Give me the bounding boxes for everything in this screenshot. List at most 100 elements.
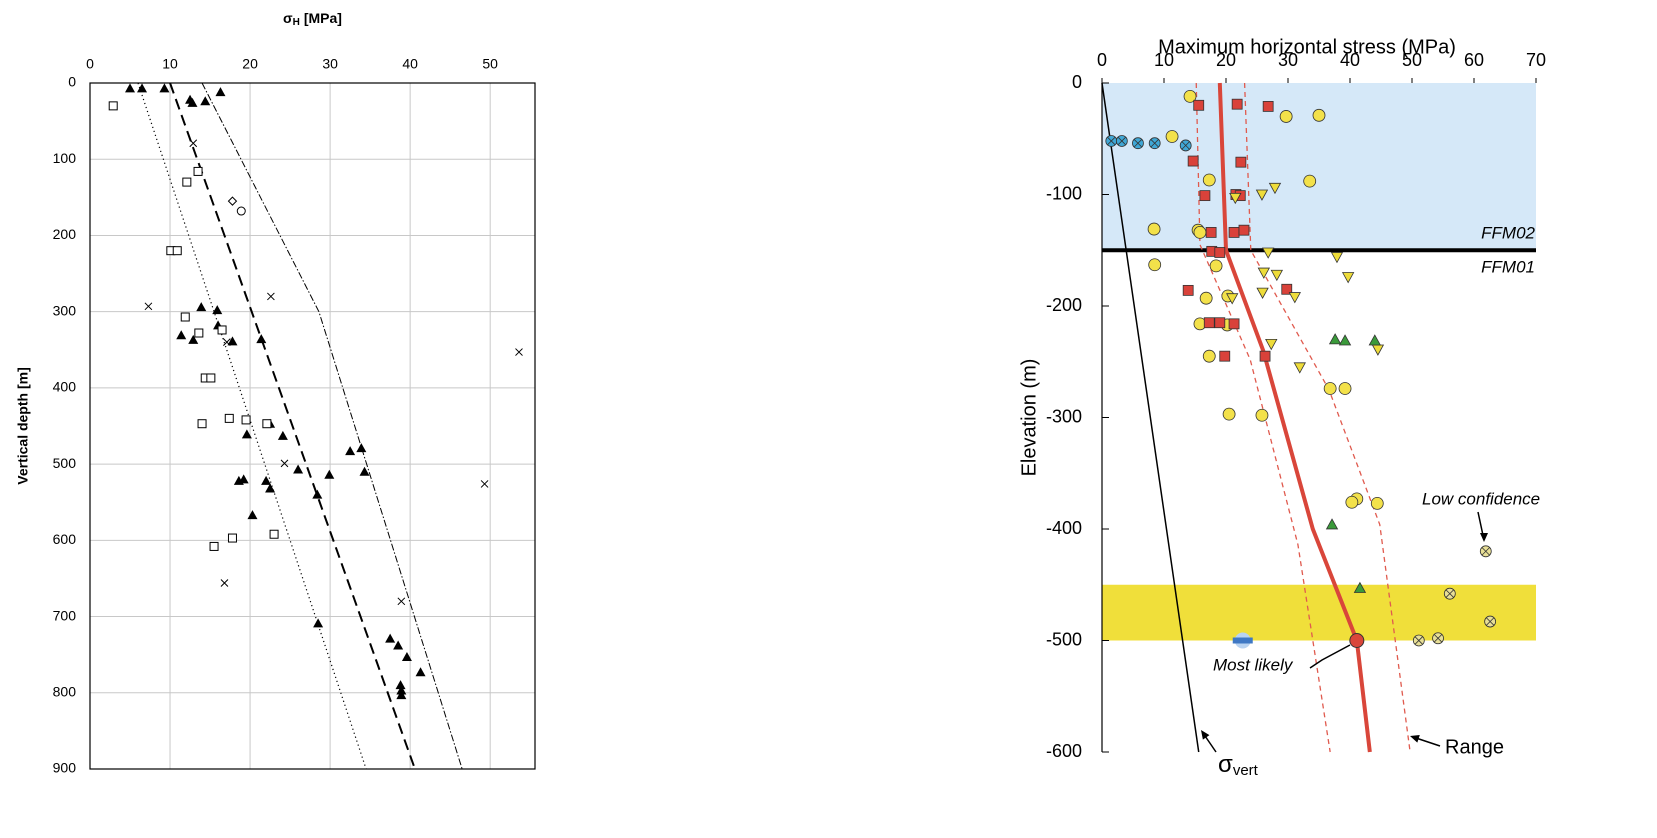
- triangle-marker: [212, 305, 223, 315]
- square-marker: [1231, 98, 1243, 110]
- x-marker: [397, 597, 406, 606]
- circle-x-marker: [1479, 545, 1492, 558]
- triangle-marker: [356, 443, 367, 453]
- x-tick-label: 40: [402, 56, 418, 72]
- triangle-marker: [265, 483, 276, 493]
- square-marker: [1182, 284, 1194, 296]
- x-marker: [515, 348, 523, 356]
- circle-marker: [1370, 496, 1384, 510]
- x-tick-label: 30: [1278, 50, 1298, 70]
- arrow-head: [1480, 533, 1488, 542]
- line: [1217, 82, 1372, 753]
- square-marker: [1214, 247, 1226, 258]
- triangle-marker: [1353, 581, 1367, 593]
- triangle-marker: [187, 97, 198, 107]
- triangle-down-marker: [1226, 293, 1239, 305]
- triangle-marker: [188, 334, 199, 344]
- triangle-down-marker: [1255, 189, 1269, 201]
- annotation: FFM01: [1481, 257, 1535, 276]
- triangle-down-marker: [1270, 269, 1284, 282]
- triangle-down-marker: [1330, 252, 1344, 264]
- y-tick-label: -200: [1046, 295, 1082, 315]
- x-marker: [480, 480, 489, 488]
- x-tick-label: 70: [1526, 50, 1546, 70]
- circle-marker: [1193, 226, 1207, 239]
- line: [137, 82, 367, 770]
- triangle-marker: [359, 466, 370, 476]
- triangle-marker: [200, 96, 211, 106]
- triangle-down-marker: [1341, 272, 1355, 284]
- circle-marker: [1222, 407, 1236, 421]
- square-marker: [1203, 317, 1215, 329]
- x-tick-label: 10: [1154, 50, 1174, 70]
- circle-x-cross: [1117, 136, 1126, 146]
- triangle-marker: [196, 302, 207, 312]
- triangle-marker: [395, 680, 406, 690]
- plot-frame: [89, 82, 536, 770]
- x-tick-label: 0: [1097, 50, 1107, 70]
- square-marker: [1187, 155, 1199, 167]
- triangle-marker: [261, 475, 272, 485]
- annotation: σvert: [1218, 751, 1259, 779]
- triangle-down-marker: [1293, 362, 1306, 374]
- annotation-subscript: vert: [1233, 762, 1259, 779]
- y-tick-label: 300: [53, 302, 77, 318]
- square-marker: [1199, 190, 1211, 202]
- circle-marker: [1338, 382, 1352, 395]
- y-tick-label: -100: [1046, 183, 1082, 203]
- square-marker: [1238, 224, 1250, 236]
- x-tick-label: 20: [1216, 50, 1236, 70]
- annotation: FFM02: [1481, 223, 1535, 242]
- triangle-down-marker: [1257, 267, 1270, 279]
- line: [1101, 82, 1200, 753]
- circle-x-cross: [1414, 636, 1423, 645]
- square-marker: [224, 413, 234, 423]
- y-tick-label: 900: [53, 760, 77, 776]
- circle-x-cross: [1107, 136, 1116, 146]
- triangle-down-marker: [1288, 292, 1301, 304]
- triangle-marker: [313, 618, 324, 628]
- triangle-marker: [1368, 334, 1381, 346]
- circle-x-cross: [1481, 547, 1490, 556]
- band: [1102, 83, 1536, 251]
- triangle-down-marker: [1229, 192, 1242, 205]
- circle-x-marker: [1484, 615, 1497, 628]
- triangle-marker: [238, 474, 249, 484]
- x-marker: [267, 292, 275, 301]
- square-marker: [180, 312, 190, 322]
- x-label-unit: [MPa]: [304, 10, 342, 26]
- circle-marker: [1345, 495, 1359, 509]
- triangle-marker: [385, 633, 396, 643]
- circle-x-marker: [1115, 135, 1128, 147]
- square-marker: [172, 246, 182, 256]
- x-label-symbol: σ: [283, 10, 293, 26]
- triangle-marker: [137, 83, 148, 93]
- circle-x-marker: [1132, 137, 1144, 150]
- y-axis-label: Vertical depth [m]: [15, 367, 31, 484]
- triangle-marker: [227, 336, 238, 346]
- square-marker: [1259, 350, 1271, 362]
- y-tick-label: 700: [53, 607, 77, 623]
- x-tick-label: 40: [1340, 50, 1360, 70]
- circle-x-marker: [1432, 632, 1444, 645]
- triangle-marker: [159, 83, 170, 93]
- square-marker: [1228, 227, 1240, 238]
- triangle-marker: [256, 334, 267, 344]
- circle-x-cross: [1486, 617, 1495, 626]
- y-tick-label: 0: [1072, 72, 1082, 92]
- triangle-marker: [401, 651, 412, 661]
- circle-marker: [1255, 408, 1269, 422]
- circle-marker: [1199, 291, 1213, 305]
- triangle-down-marker: [1371, 344, 1385, 356]
- y-tick-label: -600: [1046, 741, 1082, 761]
- triangle-marker: [393, 640, 404, 650]
- circle-x-marker: [1148, 137, 1161, 150]
- circle-marker: [236, 206, 246, 216]
- square-marker: [197, 419, 207, 429]
- annotation: Low confidence: [1422, 489, 1540, 508]
- y-tick-label: 200: [53, 226, 77, 242]
- square-marker: [269, 529, 279, 539]
- square-marker: [206, 373, 216, 383]
- square-marker: [1214, 317, 1226, 329]
- triangle-marker: [345, 446, 356, 456]
